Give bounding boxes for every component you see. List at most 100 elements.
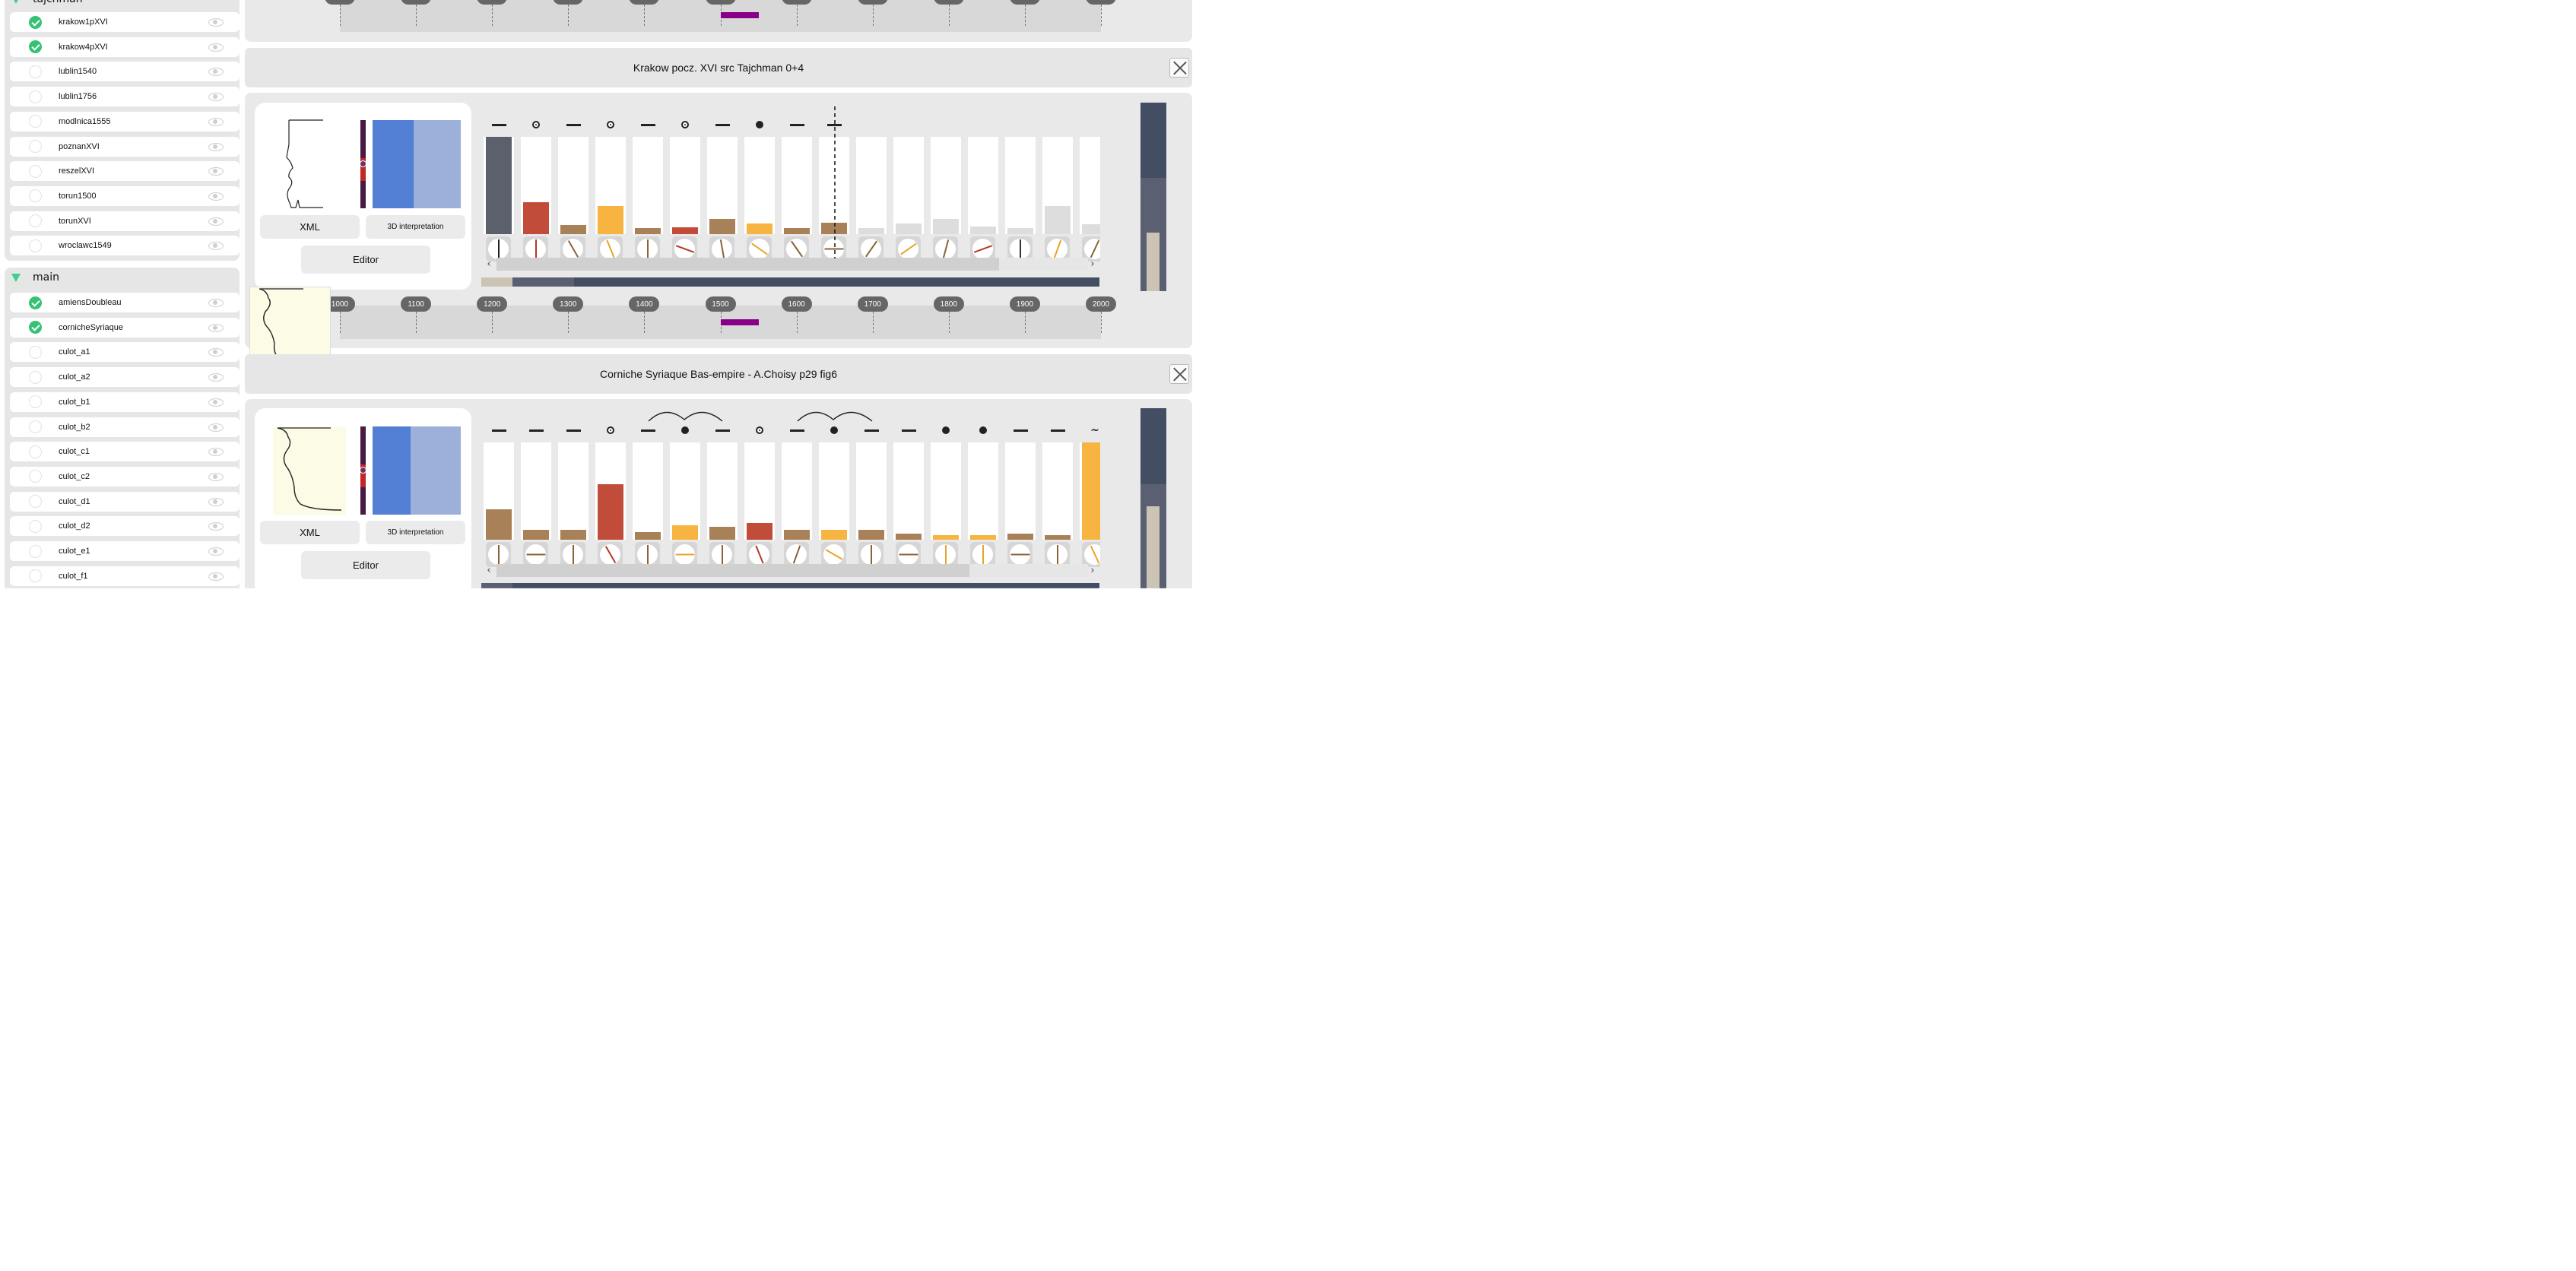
eye-icon[interactable]	[208, 216, 224, 227]
list-item-modlnica1555[interactable]: modlnica1555	[10, 111, 240, 132]
list-item-culot-b2[interactable]: culot_b2	[10, 417, 240, 437]
eye-icon[interactable]	[208, 347, 224, 357]
list-item-torunxvi[interactable]: torunXVI	[10, 211, 240, 231]
bar-value[interactable]	[1082, 224, 1100, 234]
bar-value[interactable]	[747, 223, 773, 234]
bar-value[interactable]	[486, 137, 512, 234]
angle-dial-icon[interactable]	[896, 236, 921, 261]
checkbox-icon[interactable]	[29, 420, 42, 433]
eye-icon[interactable]	[208, 42, 224, 52]
bar-value[interactable]	[784, 530, 811, 540]
bar-value[interactable]	[1007, 534, 1033, 540]
angle-dial-icon[interactable]	[709, 542, 735, 567]
angle-dial-icon[interactable]	[709, 236, 735, 261]
list-item-culot-f1[interactable]: culot_f1	[10, 566, 240, 586]
list-item-krakow1pxvi[interactable]: krakow1pXVI	[10, 12, 240, 32]
angle-dial-icon[interactable]	[1007, 236, 1033, 261]
bar-value[interactable]	[821, 223, 848, 234]
angle-dial-icon[interactable]	[635, 542, 660, 567]
eye-icon[interactable]	[208, 496, 224, 507]
angle-dial-icon[interactable]	[970, 542, 995, 567]
bar-value[interactable]	[896, 223, 922, 234]
bar-value[interactable]	[560, 530, 586, 540]
list-item-culot-c1[interactable]: culot_c1	[10, 442, 240, 462]
angle-dial-icon[interactable]	[821, 236, 846, 261]
group-header-main[interactable]: main	[5, 268, 240, 287]
list-item-culot-e1[interactable]: culot_e1	[10, 541, 240, 561]
eye-icon[interactable]	[208, 546, 224, 556]
eye-icon[interactable]	[208, 91, 224, 102]
group-header-tajchman[interactable]: tajchman	[5, 0, 240, 9]
angle-dial-icon[interactable]	[747, 236, 772, 261]
checkbox-icon[interactable]	[29, 214, 42, 228]
eye-icon[interactable]	[208, 471, 224, 482]
bar-value[interactable]	[1045, 206, 1071, 234]
profile-thumbnail[interactable]	[264, 118, 331, 213]
horizontal-scrollbar[interactable]: ‹ ›	[484, 258, 1100, 271]
bar-value[interactable]	[933, 535, 959, 540]
checkbox-icon[interactable]	[29, 115, 42, 128]
list-item-torun1500[interactable]: torun1500	[10, 185, 240, 206]
angle-dial-icon[interactable]	[486, 542, 511, 567]
angle-dial-icon[interactable]	[933, 542, 958, 567]
angle-dial-icon[interactable]	[486, 236, 511, 261]
date-range-bar[interactable]	[720, 12, 759, 18]
eye-icon[interactable]	[208, 521, 224, 531]
eye-icon[interactable]	[208, 116, 224, 127]
list-item-krakow4pxvi[interactable]: krakow4pXVI	[10, 36, 240, 57]
bar-value[interactable]	[523, 202, 549, 234]
list-item-culot-a2[interactable]: culot_a2	[10, 367, 240, 388]
bar-value[interactable]	[858, 228, 885, 234]
scroll-right-icon[interactable]: ›	[1090, 565, 1095, 576]
eye-icon[interactable]	[208, 322, 224, 333]
checkbox-icon[interactable]	[29, 544, 42, 558]
list-item-poznanxvi[interactable]: poznanXVI	[10, 136, 240, 157]
eye-icon[interactable]	[208, 191, 224, 201]
scroll-left-icon[interactable]: ‹	[487, 565, 491, 576]
bar-value[interactable]	[970, 535, 996, 540]
eye-icon[interactable]	[208, 240, 224, 251]
angle-dial-icon[interactable]	[1082, 542, 1100, 567]
bar-value[interactable]	[784, 228, 811, 234]
bar-value[interactable]	[486, 509, 512, 540]
interpretation-3d-button[interactable]: 3D interpretation	[366, 215, 465, 239]
angle-dial-icon[interactable]	[598, 236, 623, 261]
scroll-left-icon[interactable]: ‹	[487, 258, 491, 271]
checkbox-icon[interactable]	[29, 321, 42, 334]
checkbox-icon[interactable]	[29, 90, 42, 103]
list-item-culot-d2[interactable]: culot_d2	[10, 516, 240, 537]
checkbox-icon[interactable]	[29, 345, 42, 359]
list-item-lublin1540[interactable]: lublin1540	[10, 62, 240, 82]
angle-dial-icon[interactable]	[560, 236, 586, 261]
bar-value[interactable]	[709, 527, 736, 540]
bar-value[interactable]	[821, 530, 848, 540]
bar-value[interactable]	[672, 525, 699, 540]
bar-value[interactable]	[747, 523, 773, 540]
list-item-reszelxvi[interactable]: reszelXVI	[10, 161, 240, 182]
angle-dial-icon[interactable]	[1045, 236, 1070, 261]
angle-dial-icon[interactable]	[560, 542, 586, 567]
list-item-lublin1756[interactable]: lublin1756	[10, 87, 240, 107]
angle-dial-icon[interactable]	[672, 236, 697, 261]
list-item-wroclawc1549[interactable]: wroclawc1549	[10, 236, 240, 256]
list-item-culot-c2[interactable]: culot_c2	[10, 466, 240, 487]
checkbox-icon[interactable]	[29, 445, 42, 458]
bar-value[interactable]	[1007, 228, 1033, 234]
angle-dial-icon[interactable]	[970, 236, 995, 261]
eye-icon[interactable]	[208, 372, 224, 382]
list-item-culot-d1[interactable]: culot_d1	[10, 491, 240, 512]
timeline[interactable]: 1000 1100 1200 1300 1400 1500 1600 1700 1800 1900…	[325, 0, 1116, 32]
collapse-triangle-icon[interactable]	[11, 0, 21, 4]
angle-dial-icon[interactable]	[784, 542, 809, 567]
checkbox-icon[interactable]	[29, 470, 42, 483]
checkbox-icon[interactable]	[29, 189, 42, 203]
bar-value[interactable]	[858, 530, 885, 540]
angle-dial-icon[interactable]	[821, 542, 846, 567]
eye-icon[interactable]	[208, 17, 224, 27]
checkbox-icon[interactable]	[29, 519, 42, 533]
editor-button[interactable]: Editor	[301, 246, 431, 274]
scroll-right-icon[interactable]: ›	[1090, 258, 1095, 271]
angle-dial-icon[interactable]	[1045, 542, 1070, 567]
checkbox-icon[interactable]	[29, 15, 42, 29]
bar-value[interactable]	[598, 206, 623, 234]
